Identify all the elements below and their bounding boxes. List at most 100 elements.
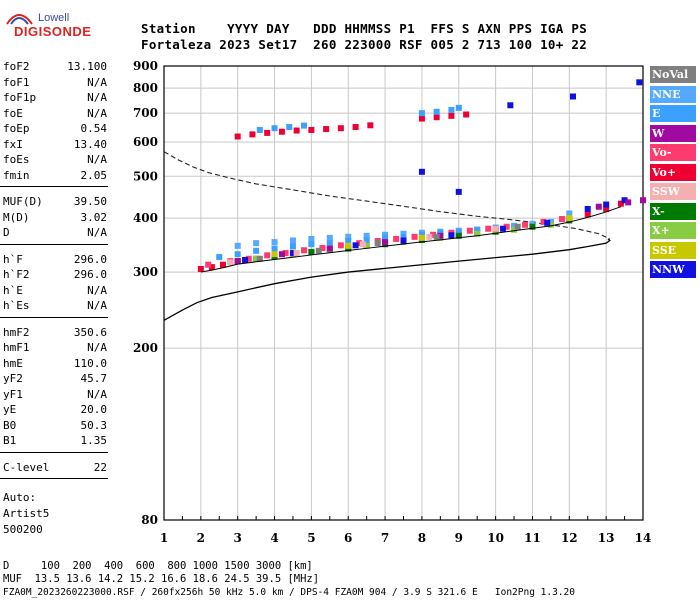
data-point <box>603 201 610 208</box>
data-point <box>418 115 425 122</box>
logo-lowell-text: Lowell <box>38 12 70 24</box>
data-point <box>256 126 263 133</box>
param-row: foF1 N/A <box>3 76 107 91</box>
param-separator <box>0 186 108 187</box>
footer-distance-row: D 100 200 400 600 800 1000 1500 3000 [km… <box>3 560 313 572</box>
param-row: fxI 13.40 <box>3 138 107 153</box>
data-point <box>474 230 481 237</box>
legend-item: SSE <box>650 241 696 259</box>
data-point <box>208 264 215 271</box>
data-point <box>256 255 263 262</box>
param-name: fmin <box>3 168 30 182</box>
data-point <box>418 110 425 117</box>
data-point <box>455 188 462 195</box>
data-point <box>278 128 285 135</box>
param-row: hmF1 N/A <box>3 341 107 356</box>
data-point <box>216 254 223 261</box>
y-tick-label: 700 <box>133 106 158 120</box>
data-point <box>437 232 444 239</box>
data-point <box>455 232 462 239</box>
electron-density-profile <box>163 238 611 321</box>
data-point <box>584 205 591 212</box>
data-point <box>308 241 315 248</box>
legend-item: NNW <box>650 261 696 278</box>
data-point <box>352 124 359 131</box>
trace-line <box>200 206 622 273</box>
data-point <box>337 125 344 132</box>
data-point <box>289 237 296 244</box>
data-point <box>308 248 315 255</box>
x-tick-label: 5 <box>307 531 315 545</box>
data-point <box>234 133 241 140</box>
data-point <box>418 234 425 241</box>
param-value: 13.100 <box>67 60 107 73</box>
data-point <box>566 215 573 222</box>
data-point <box>382 231 389 238</box>
legend-item: X- <box>650 202 696 220</box>
param-name: B1 <box>3 434 17 447</box>
param-name: h`F <box>3 252 23 266</box>
param-name: fxI <box>3 137 23 151</box>
data-point <box>569 93 576 100</box>
data-point <box>400 230 407 237</box>
x-tick-label: 7 <box>381 531 389 545</box>
param-name: yE <box>3 403 17 416</box>
param-name: h`Es <box>3 299 30 312</box>
data-point <box>293 127 300 134</box>
y-tick-label: 80 <box>141 513 158 527</box>
data-point <box>326 245 333 252</box>
x-tick-label: 13 <box>598 531 615 545</box>
param-value: N/A <box>87 91 107 104</box>
data-point <box>253 240 260 247</box>
model-curve-dashed <box>163 151 611 240</box>
data-point <box>352 242 359 249</box>
data-point <box>363 236 370 243</box>
data-point <box>289 243 296 250</box>
param-row: foE N/A <box>3 107 107 122</box>
data-point <box>308 235 315 242</box>
y-tick-label: 800 <box>133 81 158 95</box>
data-point <box>511 222 518 229</box>
data-point <box>242 256 249 263</box>
y-tick-label: 300 <box>133 265 158 279</box>
param-row: M(D) 3.02 <box>3 211 107 226</box>
legend-item: SSW <box>650 183 696 200</box>
x-tick-label: 2 <box>197 531 205 545</box>
param-row: yE 20.0 <box>3 403 107 418</box>
logo-digisonde-text: DIGISONDE <box>14 24 92 39</box>
y-tick-label: 500 <box>133 169 158 183</box>
data-point <box>540 218 547 225</box>
data-point <box>301 122 308 129</box>
data-point <box>301 247 308 254</box>
param-value: N/A <box>87 341 107 354</box>
data-point <box>433 108 440 115</box>
data-point <box>319 245 326 252</box>
legend-item: X+ <box>650 222 696 239</box>
data-point <box>625 199 632 206</box>
legend-item: E <box>650 105 696 122</box>
x-tick-label: 4 <box>270 531 278 545</box>
data-point <box>455 104 462 111</box>
data-point <box>308 126 315 133</box>
y-tick-label: 200 <box>133 341 158 355</box>
data-point <box>433 233 440 240</box>
param-name: foF1p <box>3 91 37 104</box>
data-point <box>345 242 352 249</box>
legend-item: Vo- <box>650 144 696 161</box>
param-value: 0.54 <box>80 122 108 135</box>
data-point <box>363 242 370 249</box>
data-point <box>271 125 278 132</box>
param-value: 39.50 <box>73 195 107 208</box>
data-point <box>437 229 444 236</box>
data-point <box>219 261 226 268</box>
param-name: foF1 <box>3 75 30 89</box>
param-name: C-level <box>3 460 50 474</box>
data-point <box>400 237 407 244</box>
x-tick-label: 9 <box>455 531 463 545</box>
param-row: h`F 296.0 <box>3 253 107 268</box>
data-point <box>558 216 565 223</box>
data-point <box>640 197 646 204</box>
param-value: 2.05 <box>80 168 108 182</box>
param-value: 22 <box>93 460 107 474</box>
data-point <box>547 221 554 228</box>
